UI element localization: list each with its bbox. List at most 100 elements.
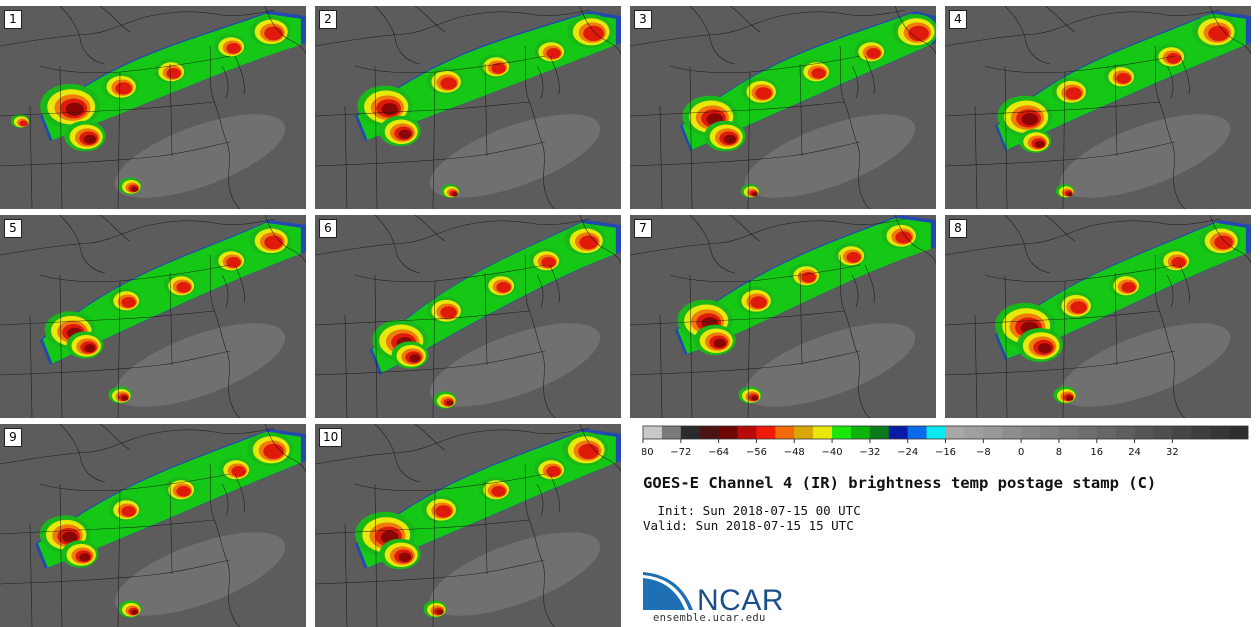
geo-boundary <box>432 489 436 627</box>
convective-cell <box>1208 25 1229 42</box>
geo-boundary <box>1154 45 1186 209</box>
geo-boundary <box>974 314 978 418</box>
geo-boundary <box>945 101 1161 117</box>
geo-boundary <box>0 310 216 326</box>
colorbar-swatch <box>1096 426 1116 439</box>
geo-boundary <box>630 9 906 47</box>
geo-boundary <box>945 141 1176 167</box>
convective-cell <box>1066 395 1074 401</box>
colorbar-swatch <box>643 426 663 439</box>
geo-boundary <box>851 274 859 308</box>
colorbar-tick-label: −64 <box>708 447 729 458</box>
geo-boundary <box>689 274 693 418</box>
geo-boundary <box>524 45 556 209</box>
convective-cell <box>866 48 881 59</box>
geo-boundary <box>747 71 751 209</box>
convective-cell <box>751 395 759 401</box>
colorbar-swatch <box>869 426 890 439</box>
convective-cell <box>79 553 91 562</box>
convective-cell <box>83 134 97 144</box>
geo-boundary <box>549 264 560 304</box>
colorbar-swatch <box>907 426 927 439</box>
convective-cell <box>496 282 511 293</box>
colorbar-swatch <box>945 426 965 439</box>
convective-cell <box>755 87 772 100</box>
geo-boundary <box>630 350 861 376</box>
convective-cell <box>115 82 132 95</box>
geo-boundary <box>209 254 241 418</box>
convective-cell <box>1067 192 1073 197</box>
convective-cell <box>131 186 139 192</box>
convective-cell <box>263 443 284 460</box>
geo-boundary <box>344 314 348 418</box>
geo-boundary <box>99 6 131 33</box>
figure-title: GOES-E Channel 4 (IR) brightness temp po… <box>643 474 1157 492</box>
convective-cell <box>546 466 561 477</box>
geo-boundary <box>39 264 231 283</box>
geo-boundary <box>864 264 875 304</box>
geo-boundary <box>234 264 245 304</box>
convective-cell <box>398 129 412 139</box>
ensemble-member-panel-2: 2 <box>315 6 621 209</box>
ensemble-member-panel-9: 9 <box>0 424 306 627</box>
colorbar-tick-label: −40 <box>822 447 843 458</box>
colorbar-tick-label: −72 <box>670 447 691 458</box>
ensemble-member-panel-3: 3 <box>630 6 936 209</box>
colorbar-swatch <box>1115 426 1135 439</box>
colorbar-tick-label: −16 <box>935 447 956 458</box>
geo-boundary <box>984 264 1176 283</box>
geo-boundary <box>59 65 63 209</box>
colorbar-swatch <box>1021 426 1041 439</box>
ncar-logo-text: NCAR <box>697 584 784 614</box>
geo-boundary <box>945 9 1221 47</box>
geo-boundary <box>39 473 231 492</box>
convective-cell <box>908 25 929 42</box>
geo-boundary <box>59 274 63 418</box>
ir-map-7 <box>630 215 936 418</box>
colorbar-tick-label: −8 <box>976 447 991 458</box>
convective-cell <box>398 552 412 562</box>
geo-boundary <box>1179 55 1190 95</box>
convective-cell <box>440 306 457 319</box>
geo-boundary <box>264 6 306 55</box>
colorbar-tick-label: 8 <box>1056 447 1062 458</box>
geo-boundary <box>894 6 936 55</box>
geo-boundary <box>579 215 621 264</box>
geo-boundary <box>374 6 421 65</box>
geo-boundary <box>1004 274 1008 418</box>
convective-cell <box>1116 73 1131 84</box>
geo-boundary <box>536 65 544 99</box>
colorbar-swatch <box>1153 426 1173 439</box>
geo-boundary <box>1179 264 1190 304</box>
convective-cell <box>176 486 191 497</box>
geo-boundary <box>354 55 546 74</box>
logo-url: ensemble.ucar.edu <box>653 612 766 624</box>
geo-boundary <box>117 71 121 209</box>
convective-cell <box>846 252 861 263</box>
geo-boundary <box>945 218 1221 256</box>
geo-boundary <box>0 519 216 535</box>
geo-boundary <box>747 280 751 418</box>
colorbar-tick-label: 24 <box>1128 447 1141 458</box>
colorbar-tick-label: −32 <box>859 447 880 458</box>
convective-cell <box>446 400 454 406</box>
colorbar-swatch <box>983 426 1003 439</box>
ensemble-member-panel-4: 4 <box>945 6 1251 209</box>
ir-map-8 <box>945 215 1251 418</box>
geo-boundary <box>264 424 306 473</box>
geo-boundary <box>0 559 231 585</box>
colorbar-swatch <box>964 426 984 439</box>
convective-cell <box>176 282 191 293</box>
geo-boundary <box>729 215 761 242</box>
convective-cell <box>1037 343 1052 354</box>
convective-cell <box>166 68 181 79</box>
geo-boundary <box>0 101 216 117</box>
geo-boundary <box>39 55 231 74</box>
geo-boundary <box>689 6 736 65</box>
geo-boundary <box>264 215 306 264</box>
ensemble-member-panel-1: 1 <box>0 6 306 209</box>
geo-boundary <box>374 65 378 209</box>
geo-boundary <box>1004 65 1008 209</box>
geo-boundary <box>234 55 245 95</box>
convective-cell <box>435 505 452 518</box>
